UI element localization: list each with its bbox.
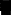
Text: FIG.  1A: FIG. 1A (0, 2, 11, 15)
